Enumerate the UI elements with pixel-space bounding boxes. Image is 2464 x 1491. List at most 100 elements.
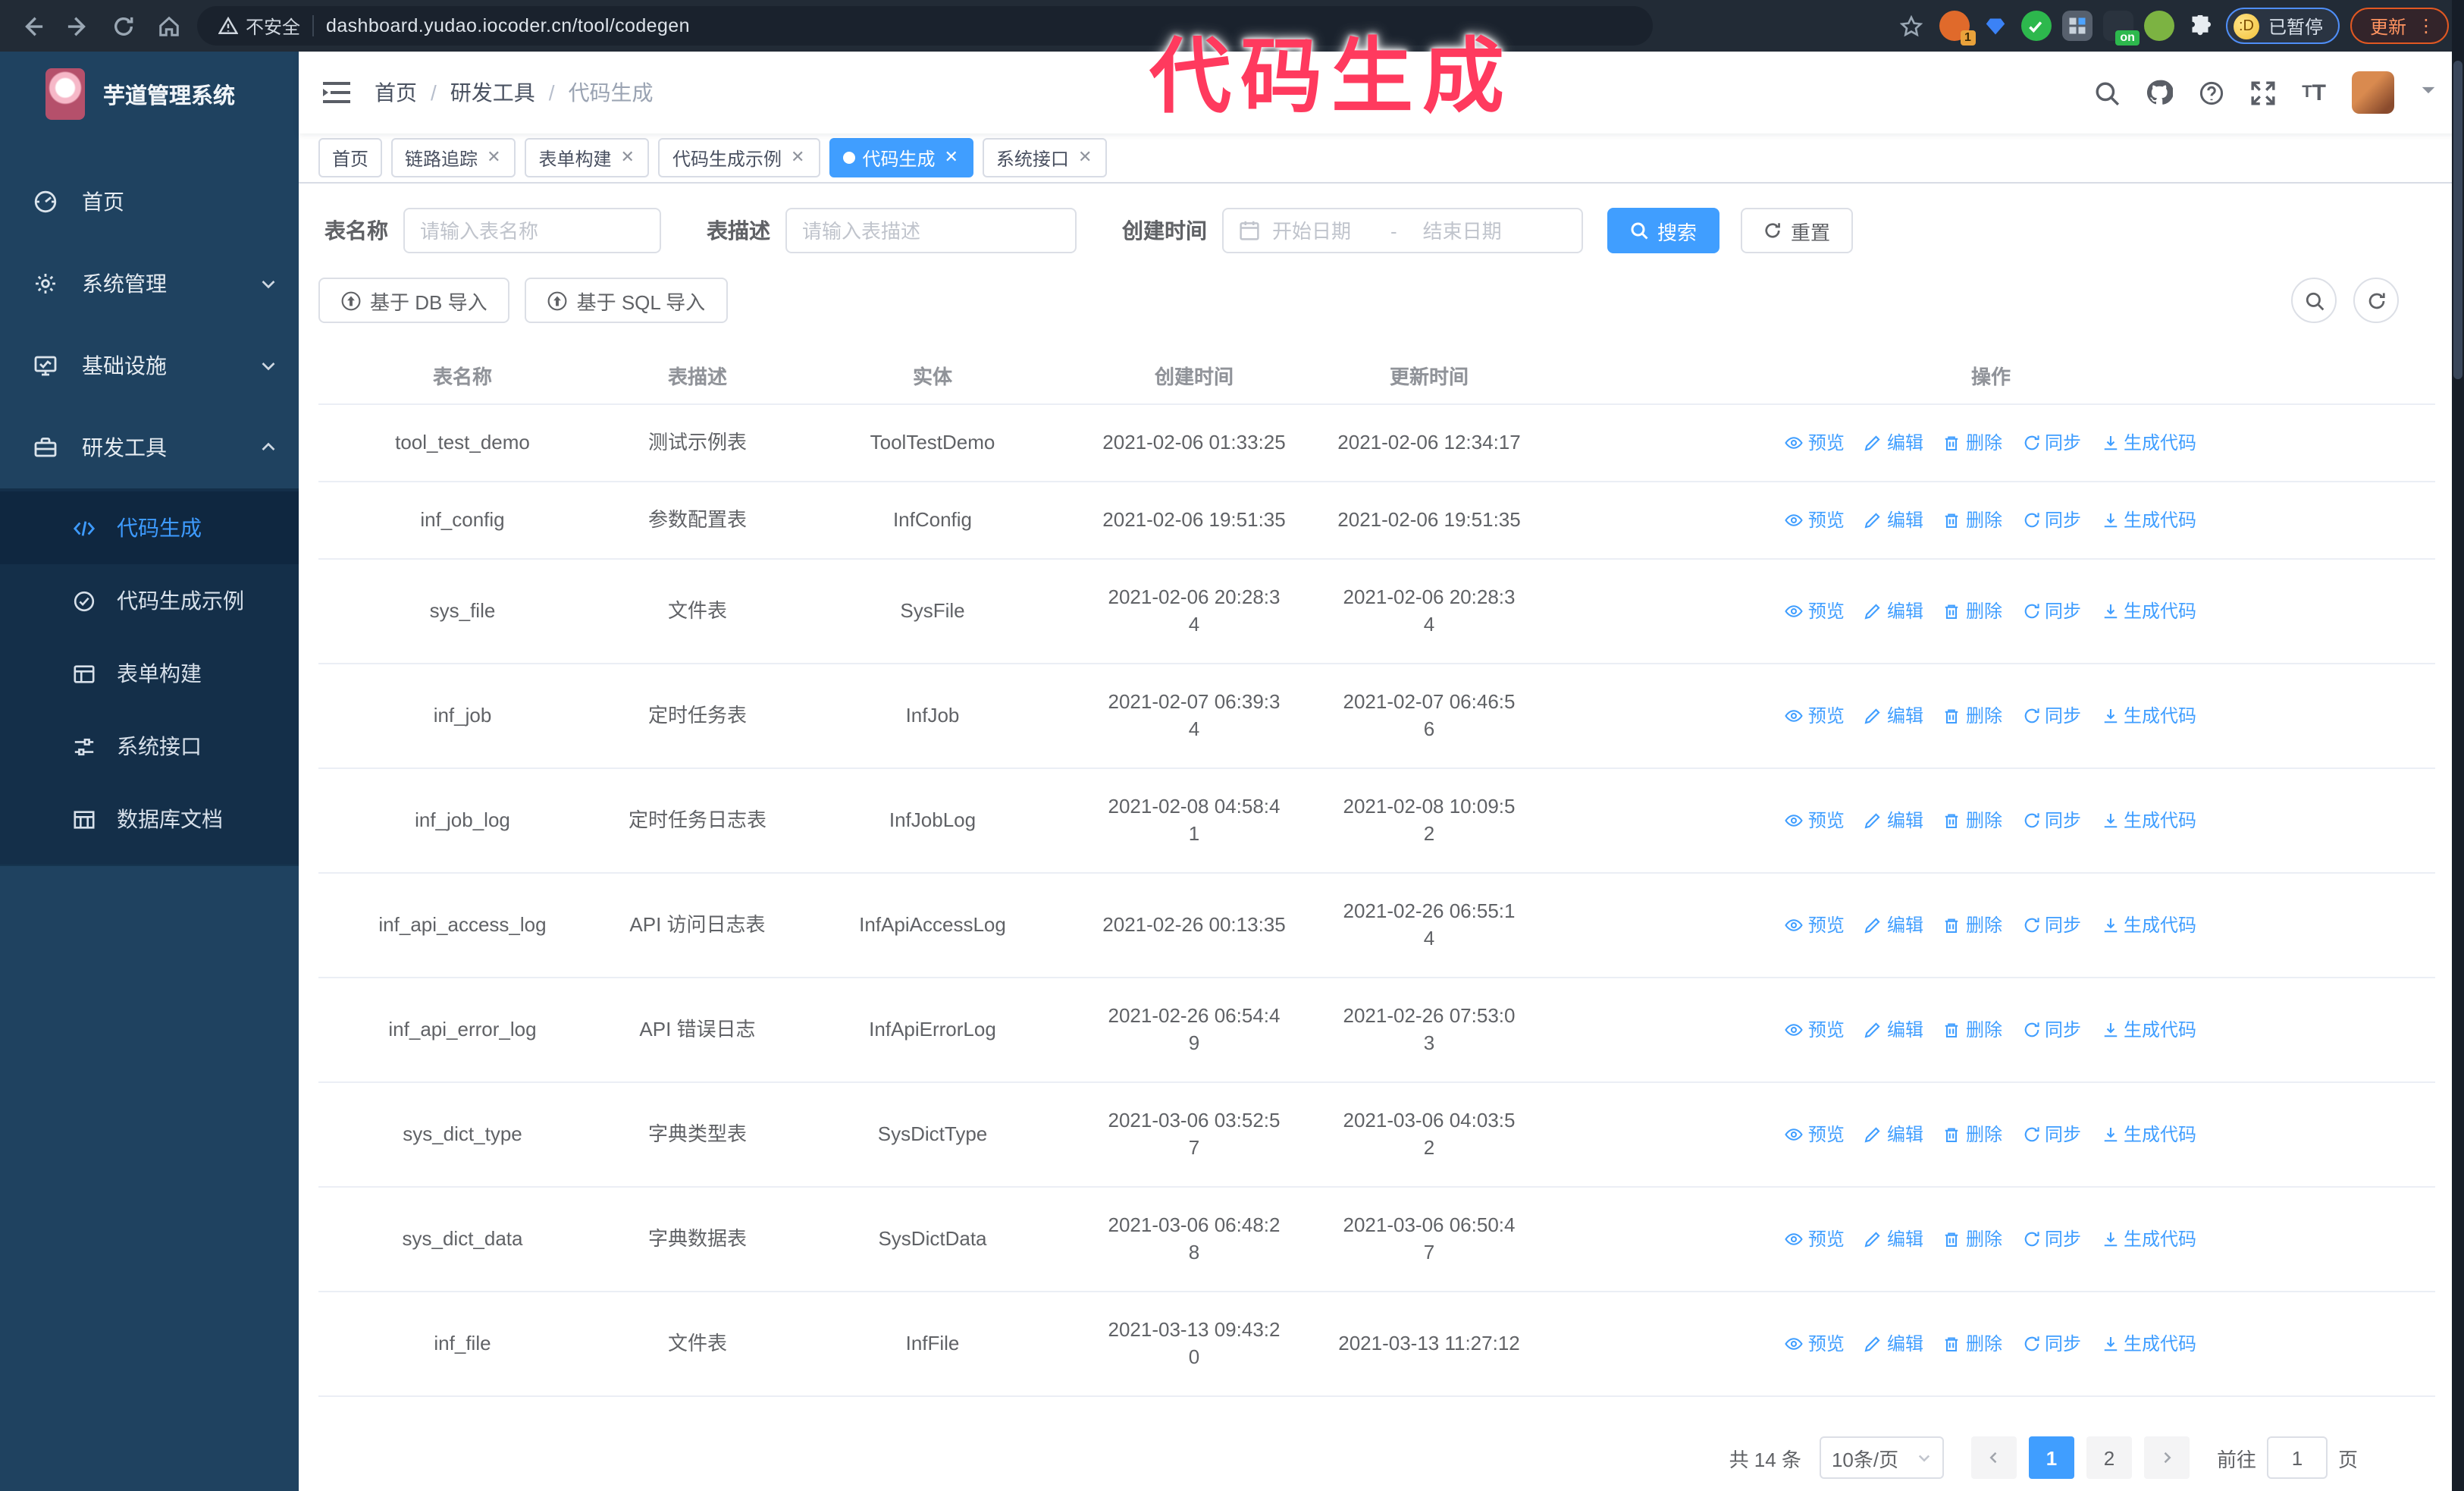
sync-link[interactable]: 同步: [2022, 429, 2081, 457]
help-icon[interactable]: [2199, 80, 2224, 105]
edit-link[interactable]: 编辑: [1864, 912, 1923, 939]
back-icon[interactable]: [15, 9, 49, 42]
user-avatar[interactable]: [2352, 71, 2394, 114]
app-logo-row[interactable]: 芋道管理系统: [0, 52, 299, 137]
close-icon[interactable]: ✕: [487, 148, 501, 166]
sync-link[interactable]: 同步: [2022, 1226, 2081, 1253]
tab-form-builder[interactable]: 表单构建 ✕: [525, 138, 650, 177]
delete-link[interactable]: 删除: [1943, 598, 2002, 625]
delete-link[interactable]: 删除: [1943, 912, 2002, 939]
generate-code-link[interactable]: 生成代码: [2101, 429, 2196, 457]
sync-link[interactable]: 同步: [2022, 702, 2081, 730]
sidebar-item-codegen[interactable]: 代码生成: [0, 491, 299, 564]
profile-paused-badge[interactable]: :D 已暂停: [2225, 8, 2340, 44]
end-date-input[interactable]: [1406, 218, 1519, 243]
generate-code-link[interactable]: 生成代码: [2101, 912, 2196, 939]
tab-home[interactable]: 首页: [318, 138, 383, 177]
delete-link[interactable]: 删除: [1943, 1226, 2002, 1253]
preview-link[interactable]: 预览: [1785, 1121, 1845, 1148]
page-button-1[interactable]: 1: [2028, 1436, 2074, 1479]
delete-link[interactable]: 删除: [1943, 807, 2002, 834]
sidebar-item-system-api[interactable]: 系统接口: [0, 710, 299, 783]
table-name-input[interactable]: [403, 208, 661, 253]
close-icon[interactable]: ✕: [1077, 148, 1092, 166]
delete-link[interactable]: 删除: [1943, 429, 2002, 457]
extension-switch-icon[interactable]: on: [2102, 11, 2140, 46]
close-icon[interactable]: ✕: [620, 148, 635, 166]
tab-system-api[interactable]: 系统接口 ✕: [982, 138, 1108, 177]
sidebar-toggle-icon[interactable]: [323, 80, 350, 105]
date-range-picker[interactable]: -: [1222, 208, 1583, 253]
toggle-search-button[interactable]: [2291, 278, 2337, 323]
edit-link[interactable]: 编辑: [1864, 429, 1923, 457]
breadcrumb-devtools[interactable]: 研发工具: [450, 80, 535, 105]
browser-update-button[interactable]: 更新 ⋮: [2350, 8, 2449, 44]
generate-code-link[interactable]: 生成代码: [2101, 807, 2196, 834]
sidebar-item-infra[interactable]: 基础设施: [0, 325, 299, 406]
delete-link[interactable]: 删除: [1943, 1121, 2002, 1148]
refresh-table-button[interactable]: [2353, 278, 2399, 323]
sidebar-item-form-builder[interactable]: 表单构建: [0, 637, 299, 710]
delete-link[interactable]: 删除: [1943, 1330, 2002, 1358]
generate-code-link[interactable]: 生成代码: [2101, 507, 2196, 534]
sidebar-item-codegen-example[interactable]: 代码生成示例: [0, 564, 299, 637]
sidebar-item-system[interactable]: 系统管理: [0, 243, 299, 325]
page-button-2[interactable]: 2: [2086, 1436, 2132, 1479]
preview-link[interactable]: 预览: [1785, 912, 1845, 939]
forward-icon[interactable]: [61, 9, 94, 42]
edit-link[interactable]: 编辑: [1864, 807, 1923, 834]
sync-link[interactable]: 同步: [2022, 912, 2081, 939]
preview-link[interactable]: 预览: [1785, 598, 1845, 625]
sync-link[interactable]: 同步: [2022, 807, 2081, 834]
search-icon[interactable]: [2094, 80, 2120, 105]
preview-link[interactable]: 预览: [1785, 1016, 1845, 1044]
sidebar-item-devtools[interactable]: 研发工具: [0, 406, 299, 488]
extension-bot-icon[interactable]: [2143, 11, 2174, 41]
import-sql-button[interactable]: 基于 SQL 导入: [525, 278, 729, 323]
generate-code-link[interactable]: 生成代码: [2101, 1016, 2196, 1044]
scrollbar-thumb[interactable]: [2453, 61, 2462, 379]
start-date-input[interactable]: [1269, 218, 1381, 243]
security-warning[interactable]: 不安全: [218, 13, 300, 39]
edit-link[interactable]: 编辑: [1864, 1330, 1923, 1358]
sidebar-item-db-doc[interactable]: 数据库文档: [0, 783, 299, 855]
preview-link[interactable]: 预览: [1785, 1226, 1845, 1253]
close-icon[interactable]: ✕: [944, 148, 958, 166]
generate-code-link[interactable]: 生成代码: [2101, 1121, 2196, 1148]
sync-link[interactable]: 同步: [2022, 1016, 2081, 1044]
edit-link[interactable]: 编辑: [1864, 598, 1923, 625]
extension-gem-icon[interactable]: [1980, 11, 2011, 41]
prev-page-button[interactable]: [1970, 1436, 2017, 1479]
reload-icon[interactable]: [106, 9, 140, 42]
goto-page-input[interactable]: [2266, 1436, 2328, 1479]
extension-fehelper-icon[interactable]: 1: [1939, 11, 1976, 46]
preview-link[interactable]: 预览: [1785, 1330, 1845, 1358]
sync-link[interactable]: 同步: [2022, 507, 2081, 534]
generate-code-link[interactable]: 生成代码: [2101, 1330, 2196, 1358]
tab-codegen[interactable]: 代码生成 ✕: [829, 138, 973, 177]
extension-check-icon[interactable]: [2020, 11, 2052, 41]
sync-link[interactable]: 同步: [2022, 1330, 2081, 1358]
tab-codegen-example[interactable]: 代码生成示例 ✕: [658, 138, 820, 177]
url-text[interactable]: dashboard.yudao.iocoder.cn/tool/codegen: [326, 15, 690, 36]
extension-puzzle-icon[interactable]: [2185, 11, 2215, 41]
preview-link[interactable]: 预览: [1785, 507, 1845, 534]
reset-button[interactable]: 重置: [1741, 208, 1854, 253]
browser-scrollbar[interactable]: [2452, 0, 2464, 1491]
delete-link[interactable]: 删除: [1943, 1016, 2002, 1044]
home-icon[interactable]: [152, 9, 185, 42]
import-db-button[interactable]: 基于 DB 导入: [318, 278, 510, 323]
sync-link[interactable]: 同步: [2022, 598, 2081, 625]
edit-link[interactable]: 编辑: [1864, 507, 1923, 534]
search-button[interactable]: 搜索: [1607, 208, 1720, 253]
delete-link[interactable]: 删除: [1943, 702, 2002, 730]
extension-grid-icon[interactable]: [2061, 11, 2093, 41]
breadcrumb-home[interactable]: 首页: [375, 80, 417, 105]
delete-link[interactable]: 删除: [1943, 507, 2002, 534]
tab-tracing[interactable]: 链路追踪 ✕: [391, 138, 516, 177]
browser-menu-dots-icon[interactable]: ⋮: [2417, 15, 2435, 36]
bookmark-star-icon[interactable]: [1895, 9, 1929, 42]
preview-link[interactable]: 预览: [1785, 807, 1845, 834]
next-page-button[interactable]: [2143, 1436, 2190, 1479]
